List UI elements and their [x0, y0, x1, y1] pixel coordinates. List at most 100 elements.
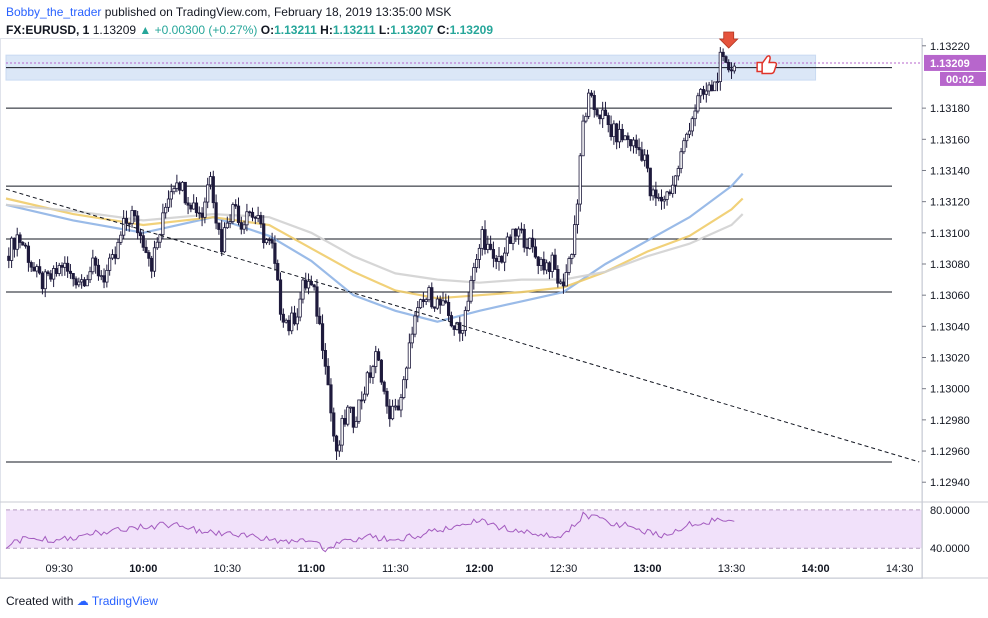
candle-body — [567, 258, 571, 273]
candle-body — [570, 254, 574, 259]
candle-body — [685, 133, 689, 142]
price-tick-label: 1.12940 — [930, 477, 970, 489]
close-label: C: — [436, 23, 450, 37]
candle-body — [648, 167, 652, 197]
candle-body — [676, 168, 680, 177]
price-tick-label: 1.13020 — [930, 353, 970, 365]
candle-body — [463, 310, 468, 331]
candle-body — [290, 312, 294, 332]
close-value: 1.13209 — [449, 23, 494, 37]
candle-body — [497, 255, 501, 262]
tradingview-brand[interactable]: TradingView — [91, 594, 158, 608]
candle-body — [12, 237, 17, 250]
candle-body — [66, 262, 70, 272]
open-value: 1.13211 — [274, 23, 317, 37]
moving-average-2 — [5, 203, 744, 284]
candle-body — [164, 206, 168, 214]
time-tick-label: 11:30 — [382, 563, 409, 575]
candle-body — [371, 366, 375, 378]
candle-body — [376, 351, 381, 361]
candle-body — [643, 154, 647, 161]
candle-body — [323, 350, 327, 367]
candle-body — [362, 393, 367, 401]
candle-body — [264, 239, 269, 244]
candle-body — [161, 212, 165, 236]
candle-body — [402, 379, 406, 398]
candle-body — [175, 182, 179, 189]
rsi-level-label: 80.0000 — [930, 505, 970, 517]
candle-body — [122, 218, 126, 236]
candle-body — [85, 279, 89, 287]
candle-body — [74, 278, 78, 286]
candle-body — [178, 182, 182, 191]
candle-body — [35, 266, 39, 272]
candle-body — [7, 255, 11, 261]
candle-body — [489, 243, 493, 250]
candle-body — [612, 123, 616, 138]
candle-body — [60, 265, 64, 268]
last-price: 1.13209 — [92, 23, 137, 37]
candle-body — [276, 263, 280, 281]
candle-body — [713, 81, 717, 92]
time-tick-label: 13:30 — [718, 563, 746, 575]
candle-body — [166, 198, 171, 208]
candle-body — [589, 92, 594, 96]
candle-body — [21, 242, 25, 246]
candle-body — [446, 301, 451, 316]
candle-body — [587, 92, 591, 117]
candle-body — [390, 405, 395, 420]
candle-body — [284, 319, 288, 323]
candle-body — [102, 275, 106, 283]
candle-body — [267, 239, 271, 241]
candle-body — [500, 255, 504, 263]
candle-body — [82, 279, 87, 287]
candle-body — [626, 135, 630, 140]
candle-body — [304, 279, 308, 289]
candle-body — [94, 257, 98, 266]
candle-body — [203, 201, 207, 218]
candle-body — [169, 191, 173, 200]
candle-body — [575, 203, 580, 226]
candle-body — [71, 273, 75, 280]
candle-body — [158, 234, 162, 243]
candle-body — [531, 237, 535, 248]
candle-body — [214, 202, 218, 224]
candle-body — [40, 272, 45, 290]
trend-line — [5, 188, 920, 463]
candle-body — [693, 110, 697, 120]
candle-body — [522, 228, 526, 248]
candle-body — [494, 257, 498, 262]
price-tick-label: 1.13120 — [930, 197, 970, 209]
candle-body — [620, 128, 624, 141]
candle-body — [155, 241, 159, 249]
candle-body — [186, 202, 190, 206]
candle-body — [528, 237, 532, 249]
candle-body — [469, 280, 473, 302]
candle-body — [374, 351, 378, 367]
candle-body — [718, 51, 722, 83]
author-name[interactable]: Bobby_the_trader — [6, 5, 102, 19]
candle-body — [278, 279, 283, 315]
candle-body — [298, 298, 302, 318]
candle-body — [592, 95, 596, 110]
candle-body — [222, 227, 227, 253]
candle-body — [208, 176, 213, 186]
candle-body — [245, 211, 249, 226]
candle-body — [116, 241, 120, 259]
candle-body — [15, 234, 19, 250]
time-tick-label: 13:00 — [633, 563, 661, 575]
price-tick-label: 1.13220 — [930, 41, 970, 53]
candle-body — [357, 399, 361, 422]
time-tick-label: 11:00 — [298, 563, 326, 575]
candle-body — [707, 84, 711, 92]
candle-body — [197, 212, 201, 215]
candle-body — [617, 128, 622, 143]
candle-body — [150, 257, 154, 272]
candle-body — [438, 298, 442, 306]
candle-body — [629, 139, 633, 147]
price-tick-label: 1.13000 — [930, 384, 970, 396]
low-value: 1.13207 — [390, 23, 434, 37]
candle-body — [49, 273, 53, 280]
candle-body — [368, 372, 372, 378]
